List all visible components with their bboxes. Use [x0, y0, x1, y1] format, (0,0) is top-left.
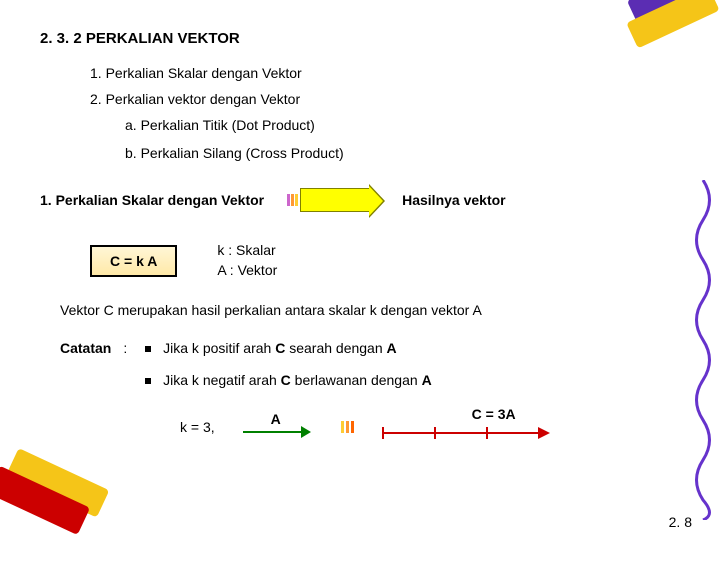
mini-bars-icon — [341, 421, 354, 433]
def-k: k : Skalar — [217, 241, 277, 261]
description-sentence: Vektor C merupakan hasil perkalian antar… — [60, 302, 680, 318]
list-item-2: 2. Perkalian vektor dengan Vektor — [90, 91, 680, 107]
page-number: 2. 8 — [669, 514, 692, 530]
catatan-label: Catatan — [60, 340, 111, 404]
formula-definitions: k : Skalar A : Vektor — [217, 241, 277, 280]
vector-a: A — [243, 417, 313, 437]
list-item-2b: b. Perkalian Silang (Cross Product) — [125, 145, 680, 161]
catatan-block: Catatan : Jika k positif arah C searah d… — [60, 340, 680, 404]
result-row: 1. Perkalian Skalar dengan Vektor Hasiln… — [40, 181, 680, 219]
bullet-icon — [145, 378, 151, 384]
result-heading: 1. Perkalian Skalar dengan Vektor — [40, 192, 264, 208]
bullet-icon — [145, 346, 151, 352]
def-a: A : Vektor — [217, 261, 277, 281]
formula-row: C = k A k : Skalar A : Vektor — [90, 241, 680, 280]
crayon-decoration-bottom-left — [0, 444, 118, 576]
vector-c: C = 3A — [382, 414, 552, 440]
arrow-icon — [282, 181, 370, 219]
vector-c-label: C = 3A — [472, 406, 516, 422]
catatan-colon: : — [123, 340, 127, 404]
arrow-bar — [282, 207, 285, 219]
vector-illustration: k = 3, A C = 3A — [180, 414, 680, 440]
bullet-2: Jika k negatif arah C berlawanan dengan … — [145, 372, 431, 388]
bullet-1: Jika k positif arah C searah dengan A — [145, 340, 431, 356]
arrow-bar — [282, 181, 285, 193]
formula-box: C = k A — [90, 245, 177, 277]
section-title: 2. 3. 2 PERKALIAN VEKTOR — [40, 30, 680, 47]
vector-a-label: A — [271, 411, 281, 427]
list-item-1: 1. Perkalian Skalar dengan Vektor — [90, 65, 680, 81]
result-text: Hasilnya vektor — [402, 192, 506, 208]
k-value-label: k = 3, — [180, 419, 215, 435]
list-item-2a: a. Perkalian Titik (Dot Product) — [125, 117, 680, 133]
arrow-bar — [282, 194, 285, 206]
